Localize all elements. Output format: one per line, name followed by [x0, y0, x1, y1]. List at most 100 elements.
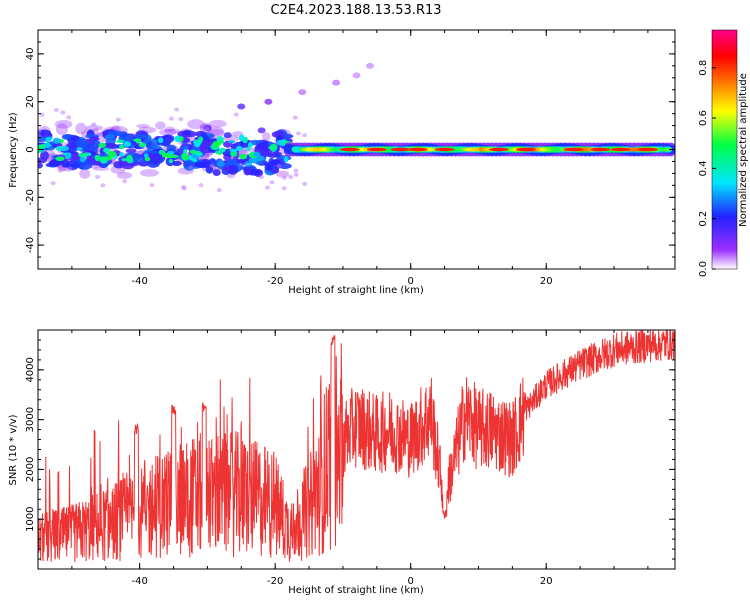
- heatmap-cell: [164, 128, 181, 134]
- heatmap-cell: [164, 126, 175, 132]
- heatmap-cell: [119, 144, 125, 150]
- spectrogram-xlabel: Height of straight line (km): [288, 285, 424, 296]
- x-tick-label: 0: [408, 276, 414, 287]
- heatmap-cell: [302, 181, 308, 186]
- heatmap-cell: [168, 116, 174, 121]
- heatmap-cell: [366, 147, 387, 152]
- heatmap-cell: [174, 107, 180, 112]
- heatmap-cell: [212, 169, 221, 176]
- heatmap-cell: [138, 142, 147, 148]
- heatmap-cell: [119, 151, 124, 157]
- heatmap-cell: [93, 127, 99, 132]
- snr-xlabel: Height of straight line (km): [288, 585, 424, 596]
- heatmap-cell: [38, 162, 43, 169]
- heatmap-cell: [89, 136, 100, 142]
- y-tick-label: 1000: [25, 506, 36, 531]
- snr-ylabel: SNR (10 * v/v): [8, 414, 19, 485]
- heatmap-cell: [257, 150, 272, 157]
- heatmap-cell: [637, 147, 658, 152]
- y-tick-label: 4000: [25, 357, 36, 382]
- x-tick-label: 0: [408, 576, 414, 587]
- heatmap-cell: [90, 139, 101, 149]
- heatmap-cell: [270, 159, 282, 165]
- heatmap-cell: [248, 157, 259, 164]
- y-tick-label: -40: [25, 237, 36, 253]
- heatmap-cell: [159, 129, 177, 136]
- heatmap-cell: [264, 98, 273, 105]
- heatmap-cell: [187, 119, 205, 130]
- heatmap-cell: [296, 131, 302, 136]
- heatmap-cell: [161, 138, 171, 147]
- snr-ticks: -40 -20 0 20 1000 2000 3000 4000: [25, 329, 675, 587]
- heatmap-cell: [264, 185, 270, 190]
- heatmap-cell: [298, 89, 307, 96]
- heatmap-cell: [216, 188, 222, 193]
- heatmap-cell: [121, 158, 129, 162]
- heatmap-cell: [91, 122, 97, 127]
- heatmap-cell: [66, 115, 72, 120]
- heatmap-cell: [515, 147, 536, 152]
- heatmap-cell: [167, 150, 175, 155]
- heatmap-cell: [122, 179, 128, 184]
- heatmap-cell: [205, 166, 214, 174]
- snr-panel: -40 -20 0 20 1000 2000 3000 4000 Height of stra…: [8, 329, 676, 596]
- heatmap-cell: [563, 147, 584, 152]
- colorbar-tick-label: 0.4: [698, 160, 709, 176]
- colorbar: 0.0 0.2 0.4 0.6 0.8 Normalized spectral ampl…: [698, 29, 749, 277]
- heatmap-cell: [590, 147, 611, 152]
- heatmap-cell: [126, 157, 134, 164]
- colorbar-label: Normalized spectral amplitude: [738, 73, 749, 227]
- heatmap-cell: [227, 164, 239, 175]
- heatmap-cell: [55, 123, 69, 136]
- heatmap-cell: [610, 147, 631, 152]
- heatmap-cell: [276, 170, 290, 178]
- heatmap-cell: [50, 181, 56, 186]
- heatmap-cell: [233, 112, 239, 117]
- y-tick-label: 2000: [25, 457, 36, 482]
- heatmap-cell: [78, 152, 88, 158]
- heatmap-cell: [259, 175, 265, 180]
- heatmap-cell: [292, 115, 298, 120]
- heatmap-cell: [242, 138, 248, 144]
- heatmap-cell: [107, 150, 117, 158]
- heatmap-cell: [188, 165, 194, 170]
- heatmap-cell: [283, 156, 289, 163]
- heatmap-cell: [282, 175, 288, 180]
- heatmap-cell: [390, 147, 411, 152]
- heatmap-cell: [269, 180, 275, 185]
- colorbar-tick-label: 0.2: [698, 211, 709, 227]
- heatmap-cell: [61, 134, 71, 140]
- heatmap-cell: [155, 121, 166, 130]
- heatmap-cell: [278, 162, 292, 170]
- heatmap-cell: [288, 174, 294, 179]
- heatmap-cell: [244, 160, 253, 167]
- heatmap-cell: [98, 142, 106, 148]
- heatmap-cell: [151, 153, 162, 163]
- heatmap-cell: [93, 166, 110, 171]
- heatmap-cell: [54, 119, 73, 129]
- heatmap-cell: [239, 153, 248, 160]
- colorbar-tick-label: 0.0: [698, 261, 709, 277]
- spectrogram-heatmap: [38, 62, 675, 193]
- figure-title: C2E4.2023.188.13.53.R13: [270, 3, 441, 18]
- heatmap-cell: [339, 147, 360, 152]
- heatmap-cell: [53, 108, 59, 113]
- heatmap-cell: [227, 140, 236, 144]
- heatmap-cell: [150, 143, 157, 150]
- heatmap-cell: [157, 137, 164, 143]
- heatmap-cell: [75, 138, 88, 148]
- x-tick-label: -40: [131, 576, 147, 587]
- heatmap-cell: [104, 134, 116, 140]
- heatmap-cell: [264, 163, 274, 171]
- heatmap-cell: [75, 122, 87, 135]
- heatmap-cell: [144, 156, 151, 162]
- heatmap-cell: [38, 129, 42, 134]
- spectrogram-ticks: -40 -20 0 20 -40 -20 0 20 40: [25, 30, 675, 287]
- heatmap-cell: [194, 161, 209, 168]
- heatmap-cell: [94, 154, 101, 162]
- heatmap-cell: [115, 117, 121, 122]
- heatmap-cell: [76, 147, 83, 151]
- heatmap-cell: [235, 145, 243, 152]
- heatmap-cell: [136, 124, 150, 129]
- heatmap-cell: [125, 148, 137, 154]
